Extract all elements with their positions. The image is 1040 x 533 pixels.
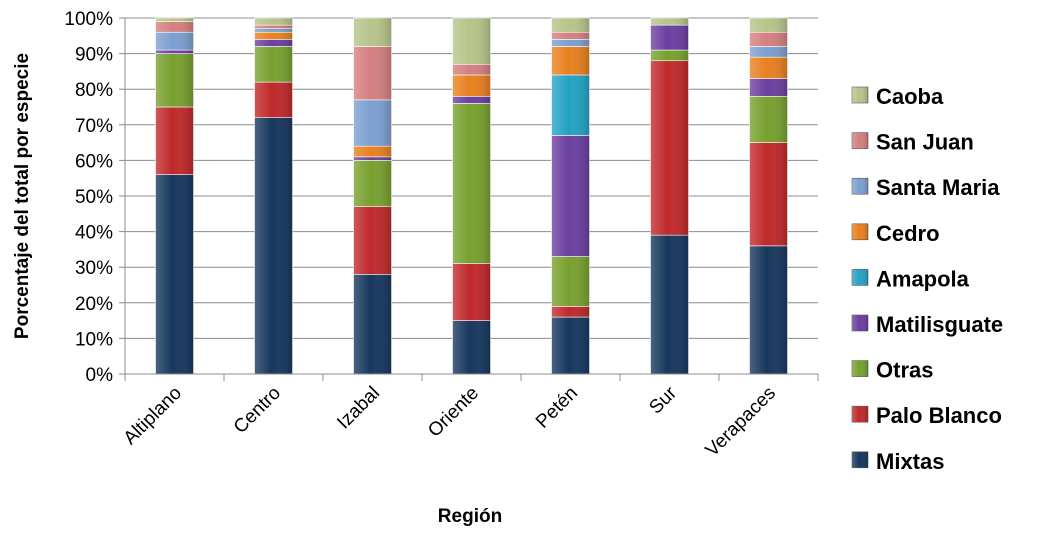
y-tick-label: 90% (75, 45, 113, 66)
bar-segment-shade (353, 160, 392, 207)
bars (155, 17, 788, 375)
bar-segment-shade (749, 18, 788, 33)
x-tick-label: Petén (532, 383, 582, 433)
legend-label: Palo Blanco (876, 403, 1002, 428)
x-tick-label: Centro (230, 383, 285, 438)
bar-segment-shade (551, 306, 590, 318)
legend-label: Mixtas (876, 449, 944, 474)
bar-segment-shade (254, 39, 293, 47)
x-tick-label: Izabal (333, 383, 384, 434)
y-tick-label: 0% (86, 365, 114, 386)
y-tick-label: 30% (75, 258, 113, 279)
x-tick-label: Oriente (424, 383, 483, 442)
bar-segment-shade (551, 18, 590, 33)
bar-segment-shade (353, 18, 392, 47)
bar-segment-shade (254, 25, 293, 29)
y-axis-title: Porcentaje del total por especie (12, 53, 33, 339)
legend-swatch-shade (852, 451, 868, 468)
bar-segment-shade (551, 317, 590, 374)
bar-segment-shade (155, 32, 194, 51)
legend-label: Amapola (876, 266, 970, 291)
bar-segment-shade (551, 256, 590, 307)
y-tick-label: 10% (75, 329, 113, 350)
y-tick-label: 50% (75, 187, 113, 208)
bar-segment-shade (353, 274, 392, 374)
bar-segment-shade (749, 96, 788, 143)
bar-segment-shade (155, 53, 194, 107)
bar-segment-shade (254, 82, 293, 118)
bar-segment-shade (551, 74, 590, 136)
bar-segment-shade (452, 320, 491, 374)
bar-segment-shade (452, 64, 491, 75)
bar-segment-shade (353, 206, 392, 275)
legend-label: Otras (876, 358, 933, 383)
bar-segment-shade (650, 60, 689, 236)
legend: Caoba San Juan Santa Maria Cedro Amapola Mati… (851, 84, 1003, 474)
x-axis-title: Región (438, 506, 502, 527)
bar-segment-shade (650, 235, 689, 374)
legend-swatch-shade (852, 360, 868, 377)
bar-segment-shade (452, 103, 491, 264)
legend-swatch-shade (852, 269, 868, 286)
bar-segment-shade (353, 146, 392, 157)
bar-segment-shade (155, 18, 194, 22)
y-tick-label: 70% (75, 116, 113, 137)
bar-segment-shade (254, 28, 293, 33)
bar-segment-shade (551, 135, 590, 257)
y-tick-label: 20% (75, 294, 113, 315)
y-tick-label: 100% (64, 9, 113, 30)
legend-label: Santa Maria (876, 175, 1000, 200)
bar-segment-shade (551, 46, 590, 75)
bar-segment-shade (650, 25, 689, 51)
bar-segment-shade (452, 74, 491, 97)
bar-segment-shade (155, 50, 194, 54)
bar-segment-shade (650, 18, 689, 26)
bar-segment-shade (749, 78, 788, 97)
bar-segment-shade (155, 107, 194, 175)
legend-label: Caoba (876, 84, 944, 109)
legend-swatch-shade (852, 223, 868, 240)
bar-segment-shade (254, 117, 293, 375)
bar-segment-shade (254, 18, 293, 26)
bar-segment-shade (749, 46, 788, 58)
y-tick-label: 60% (75, 151, 113, 172)
x-tick-label: Sur (645, 382, 681, 418)
bar-segment-shade (749, 245, 788, 374)
legend-label: San Juan (876, 130, 974, 155)
bar-segment-shade (353, 99, 392, 147)
x-tick-label: Altiplano (120, 383, 186, 449)
legend-swatch-shade (852, 87, 868, 103)
bar-segment-shade (551, 32, 590, 40)
bar-segment-shade (155, 21, 194, 33)
y-tick-label: 40% (75, 223, 113, 244)
bar-segment-shade (551, 39, 590, 47)
x-tick-label: Verapaces (702, 383, 780, 461)
legend-swatch-shade (852, 406, 868, 423)
bar-segment-shade (254, 46, 293, 83)
legend-label: Matilisguate (876, 312, 1003, 337)
bar-segment-shade (749, 57, 788, 79)
bar-segment-shade (452, 96, 491, 104)
bar-segment-shade (650, 50, 689, 61)
legend-swatch-shade (852, 132, 868, 149)
bar-segment-shade (254, 32, 293, 40)
legend-label: Cedro (876, 221, 940, 246)
bar-segment-shade (353, 156, 392, 161)
bar-segment-shade (155, 174, 194, 374)
bar-segment-shade (353, 46, 392, 100)
legend-swatch-shade (852, 178, 868, 195)
legend-swatch-shade (852, 315, 868, 331)
bar-segment-shade (452, 18, 491, 65)
bar-segment-shade (749, 32, 788, 47)
y-tick-label: 80% (75, 80, 113, 101)
bar-segment-shade (452, 263, 491, 321)
bar-segment-shade (749, 142, 788, 246)
